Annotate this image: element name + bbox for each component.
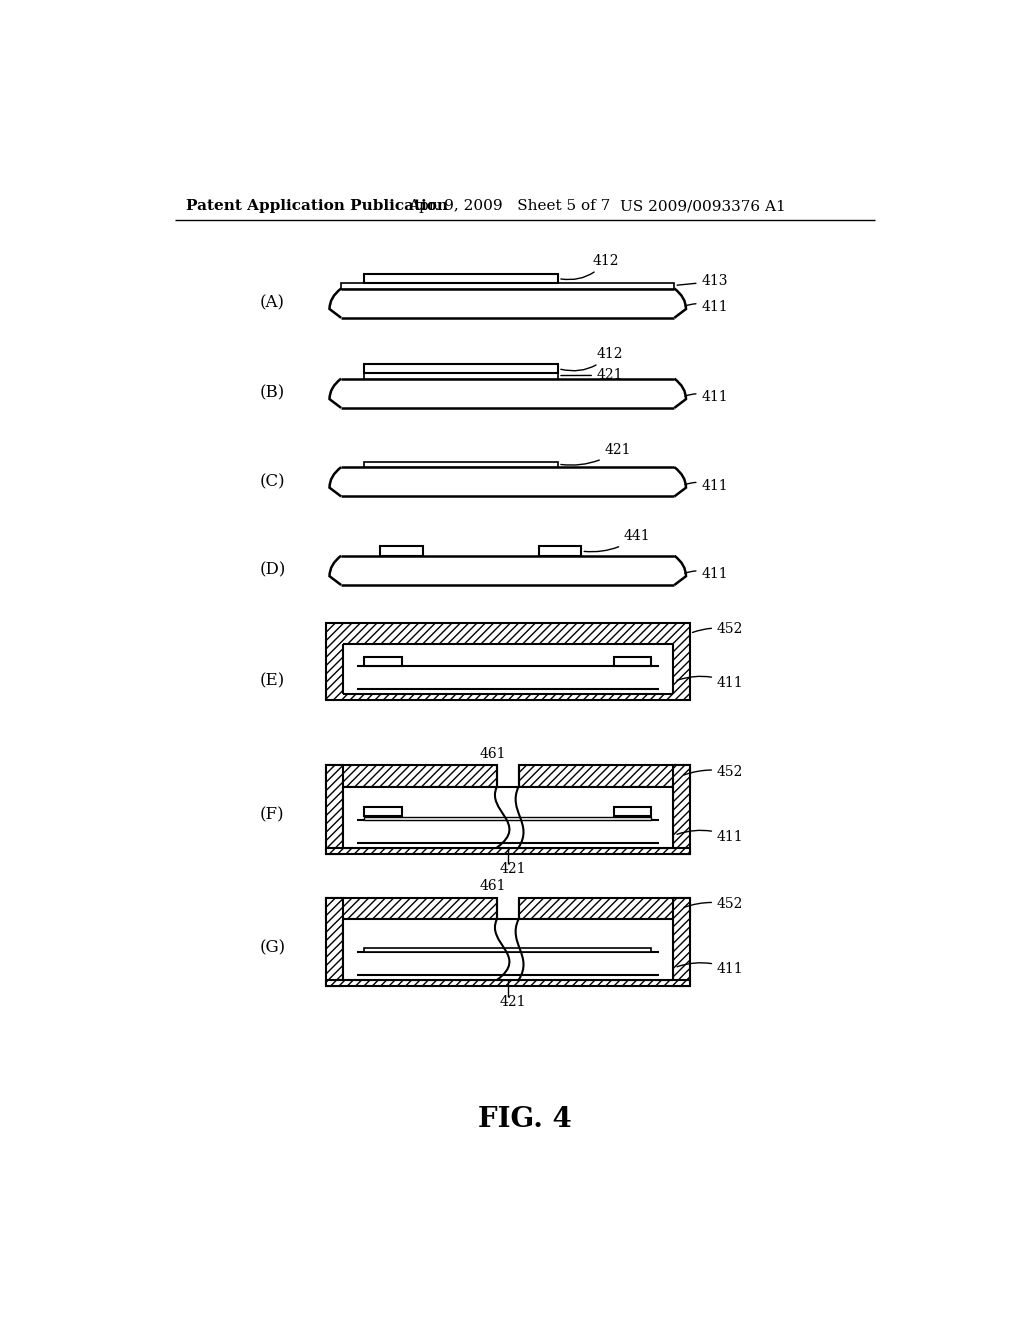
Text: 411: 411	[677, 962, 743, 975]
Bar	[365, 462, 558, 467]
Text: 421: 421	[561, 368, 624, 383]
Text: Patent Application Publication: Patent Application Publication	[186, 199, 449, 213]
Text: 441: 441	[584, 529, 650, 552]
Text: 461: 461	[480, 879, 506, 894]
Text: 452: 452	[684, 898, 743, 911]
Bar	[365, 275, 558, 284]
Bar	[518, 898, 690, 919]
Bar	[365, 807, 401, 816]
Bar	[365, 948, 651, 952]
Bar	[365, 364, 558, 374]
Bar	[365, 374, 558, 379]
Text: (E): (E)	[260, 672, 285, 689]
Text: 461: 461	[480, 747, 506, 760]
Bar	[326, 847, 690, 854]
Text: 412: 412	[561, 253, 620, 280]
Text: (A): (A)	[260, 294, 285, 312]
Bar	[518, 766, 690, 787]
Text: FIG. 4: FIG. 4	[478, 1106, 571, 1133]
Text: 411: 411	[685, 568, 728, 581]
Text: 421: 421	[500, 994, 526, 1008]
Text: (D): (D)	[260, 562, 286, 579]
Bar	[326, 979, 690, 986]
Bar	[380, 546, 423, 556]
Bar	[326, 898, 497, 919]
Bar	[326, 766, 497, 787]
Bar	[365, 817, 651, 820]
Text: 411: 411	[677, 676, 743, 689]
Bar	[326, 623, 690, 700]
Bar	[673, 898, 690, 986]
Text: 411: 411	[677, 830, 743, 843]
Text: (C): (C)	[260, 474, 286, 490]
Bar	[326, 766, 343, 854]
Text: 413: 413	[677, 275, 728, 289]
Text: 411: 411	[685, 479, 728, 492]
Bar	[614, 807, 651, 816]
Bar	[614, 656, 651, 665]
Bar	[343, 644, 673, 693]
Text: 452: 452	[684, 766, 743, 779]
Text: US 2009/0093376 A1: US 2009/0093376 A1	[621, 199, 785, 213]
Text: Apr. 9, 2009   Sheet 5 of 7: Apr. 9, 2009 Sheet 5 of 7	[409, 199, 610, 213]
Text: 421: 421	[561, 444, 631, 465]
Text: 421: 421	[500, 862, 526, 876]
Bar	[341, 284, 675, 289]
Text: (F): (F)	[260, 807, 285, 824]
Bar	[365, 656, 401, 665]
Bar	[326, 898, 343, 986]
Text: 452: 452	[692, 623, 743, 636]
Text: (G): (G)	[260, 939, 286, 956]
Bar	[343, 919, 673, 979]
Bar	[673, 766, 690, 854]
Text: 412: 412	[561, 347, 624, 371]
Bar	[343, 787, 673, 847]
Bar	[539, 546, 582, 556]
Text: 411: 411	[685, 300, 728, 314]
Text: (B): (B)	[260, 384, 285, 401]
Text: 411: 411	[685, 389, 728, 404]
